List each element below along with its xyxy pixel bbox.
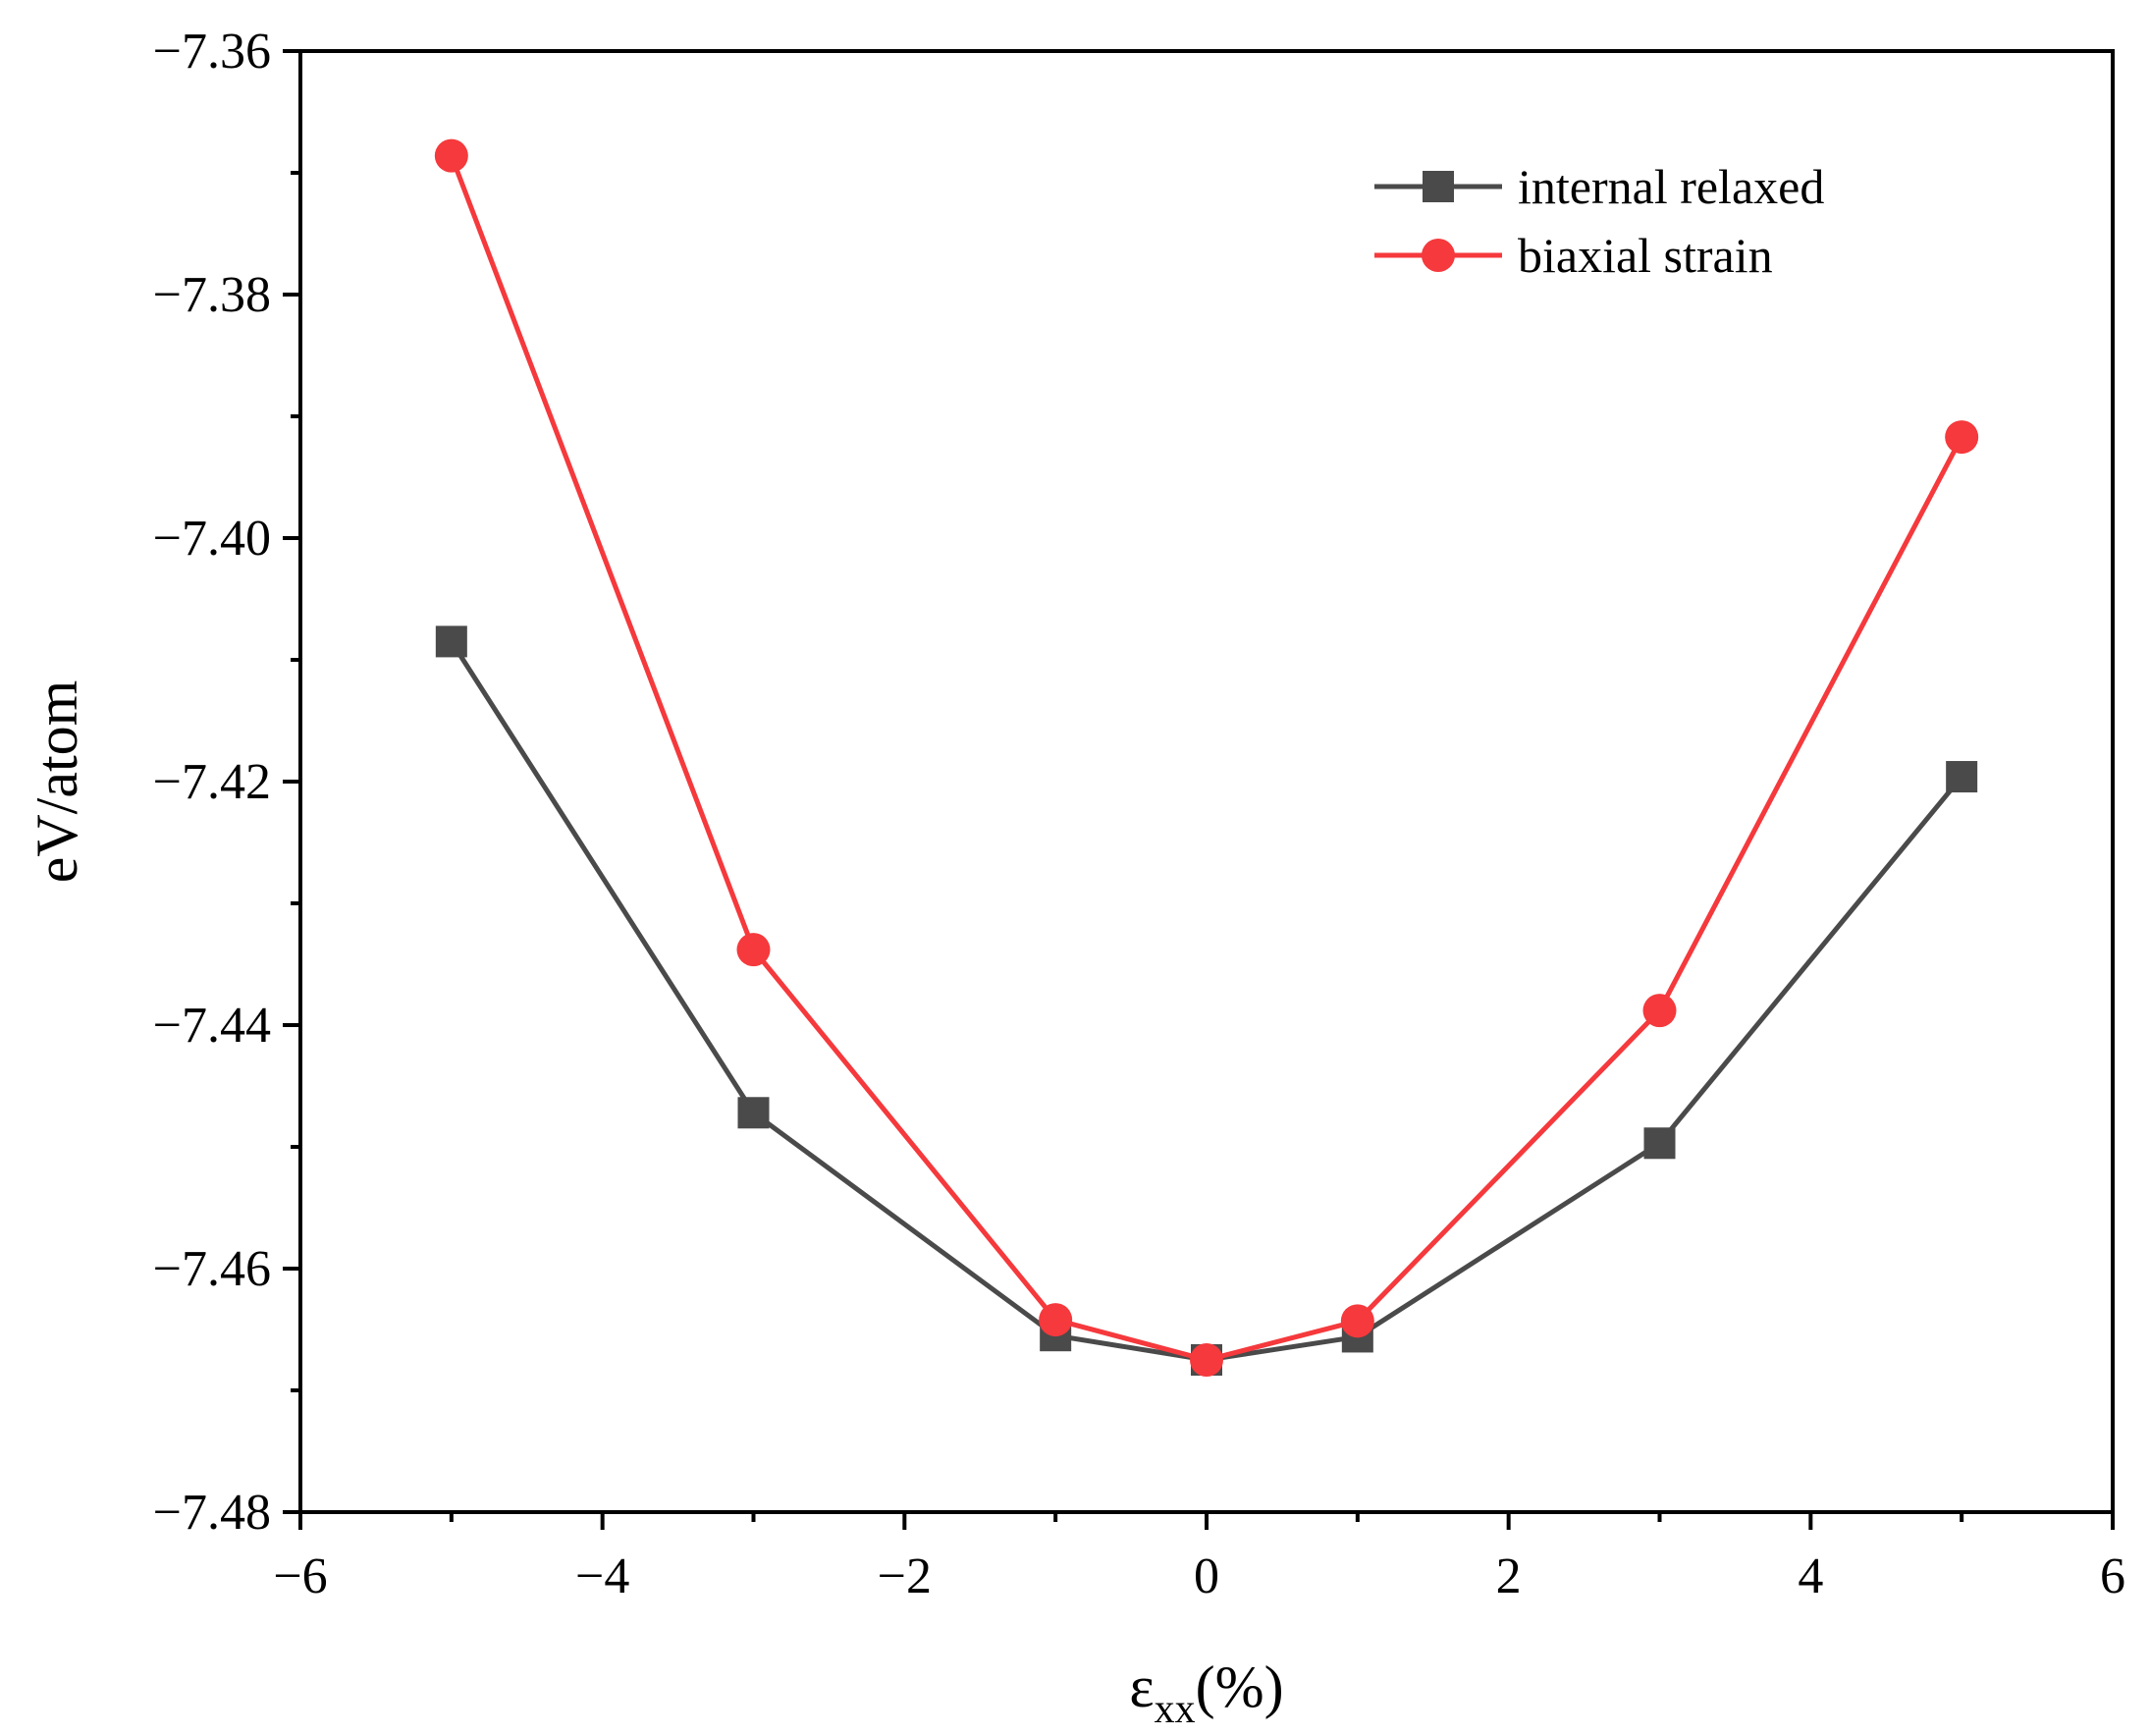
data-point-internal-relaxed (737, 1097, 770, 1129)
legend: internal relaxed biaxial strain (1374, 159, 1824, 283)
y-tick-label: −7.36 (153, 24, 271, 80)
data-point-biaxial-strain (736, 933, 771, 967)
x-axis-ticks: −6 −4 −2 0 2 4 6 (273, 1512, 2125, 1604)
legend-marker-internal-relaxed (1423, 171, 1454, 202)
x-tick-label: −4 (575, 1548, 629, 1604)
x-tick-label: 0 (1194, 1548, 1219, 1604)
y-tick-label: −7.44 (153, 998, 271, 1054)
y-axis-title: eV/atom (25, 680, 89, 884)
x-tick-label: 4 (1798, 1548, 1823, 1604)
series-layer (434, 138, 1979, 1377)
data-point-internal-relaxed (435, 625, 467, 658)
legend-label-internal-relaxed: internal relaxed (1518, 159, 1824, 214)
x-tick-label: 6 (2100, 1548, 2125, 1604)
data-point-biaxial-strain (1945, 420, 1979, 455)
x-axis-title-main: ε (1129, 1655, 1154, 1719)
y-tick-label: −7.38 (153, 267, 271, 323)
legend-label-biaxial-strain: biaxial strain (1518, 228, 1773, 283)
x-axis-title-suffix: (%) (1196, 1655, 1284, 1719)
data-point-biaxial-strain (1190, 1343, 1223, 1377)
x-tick-label: −2 (878, 1548, 932, 1604)
y-tick-label: −7.42 (153, 754, 271, 810)
data-point-biaxial-strain (1340, 1304, 1374, 1338)
y-axis-ticks: −7.48 −7.46 −7.44 −7.42 −7.40 −7.38 −7.36 (153, 24, 300, 1541)
plot-frame (298, 49, 2115, 1514)
data-point-biaxial-strain (1039, 1303, 1073, 1337)
x-axis-title: εxx(%) (1129, 1655, 1283, 1732)
y-tick-label: −7.48 (153, 1485, 271, 1541)
data-point-biaxial-strain (1642, 994, 1677, 1028)
data-point-biaxial-strain (434, 138, 468, 173)
series-line-biaxial-strain (449, 154, 1964, 1363)
y-tick-label: −7.40 (153, 511, 271, 567)
y-tick-label: −7.46 (153, 1241, 271, 1297)
data-point-internal-relaxed (1643, 1127, 1676, 1160)
x-tick-label: 2 (1496, 1548, 1522, 1604)
x-tick-label: −6 (273, 1548, 327, 1604)
data-point-internal-relaxed (1946, 761, 1978, 793)
x-axis-title-subscript: xx (1155, 1687, 1196, 1732)
legend-marker-biaxial-strain (1422, 239, 1455, 272)
